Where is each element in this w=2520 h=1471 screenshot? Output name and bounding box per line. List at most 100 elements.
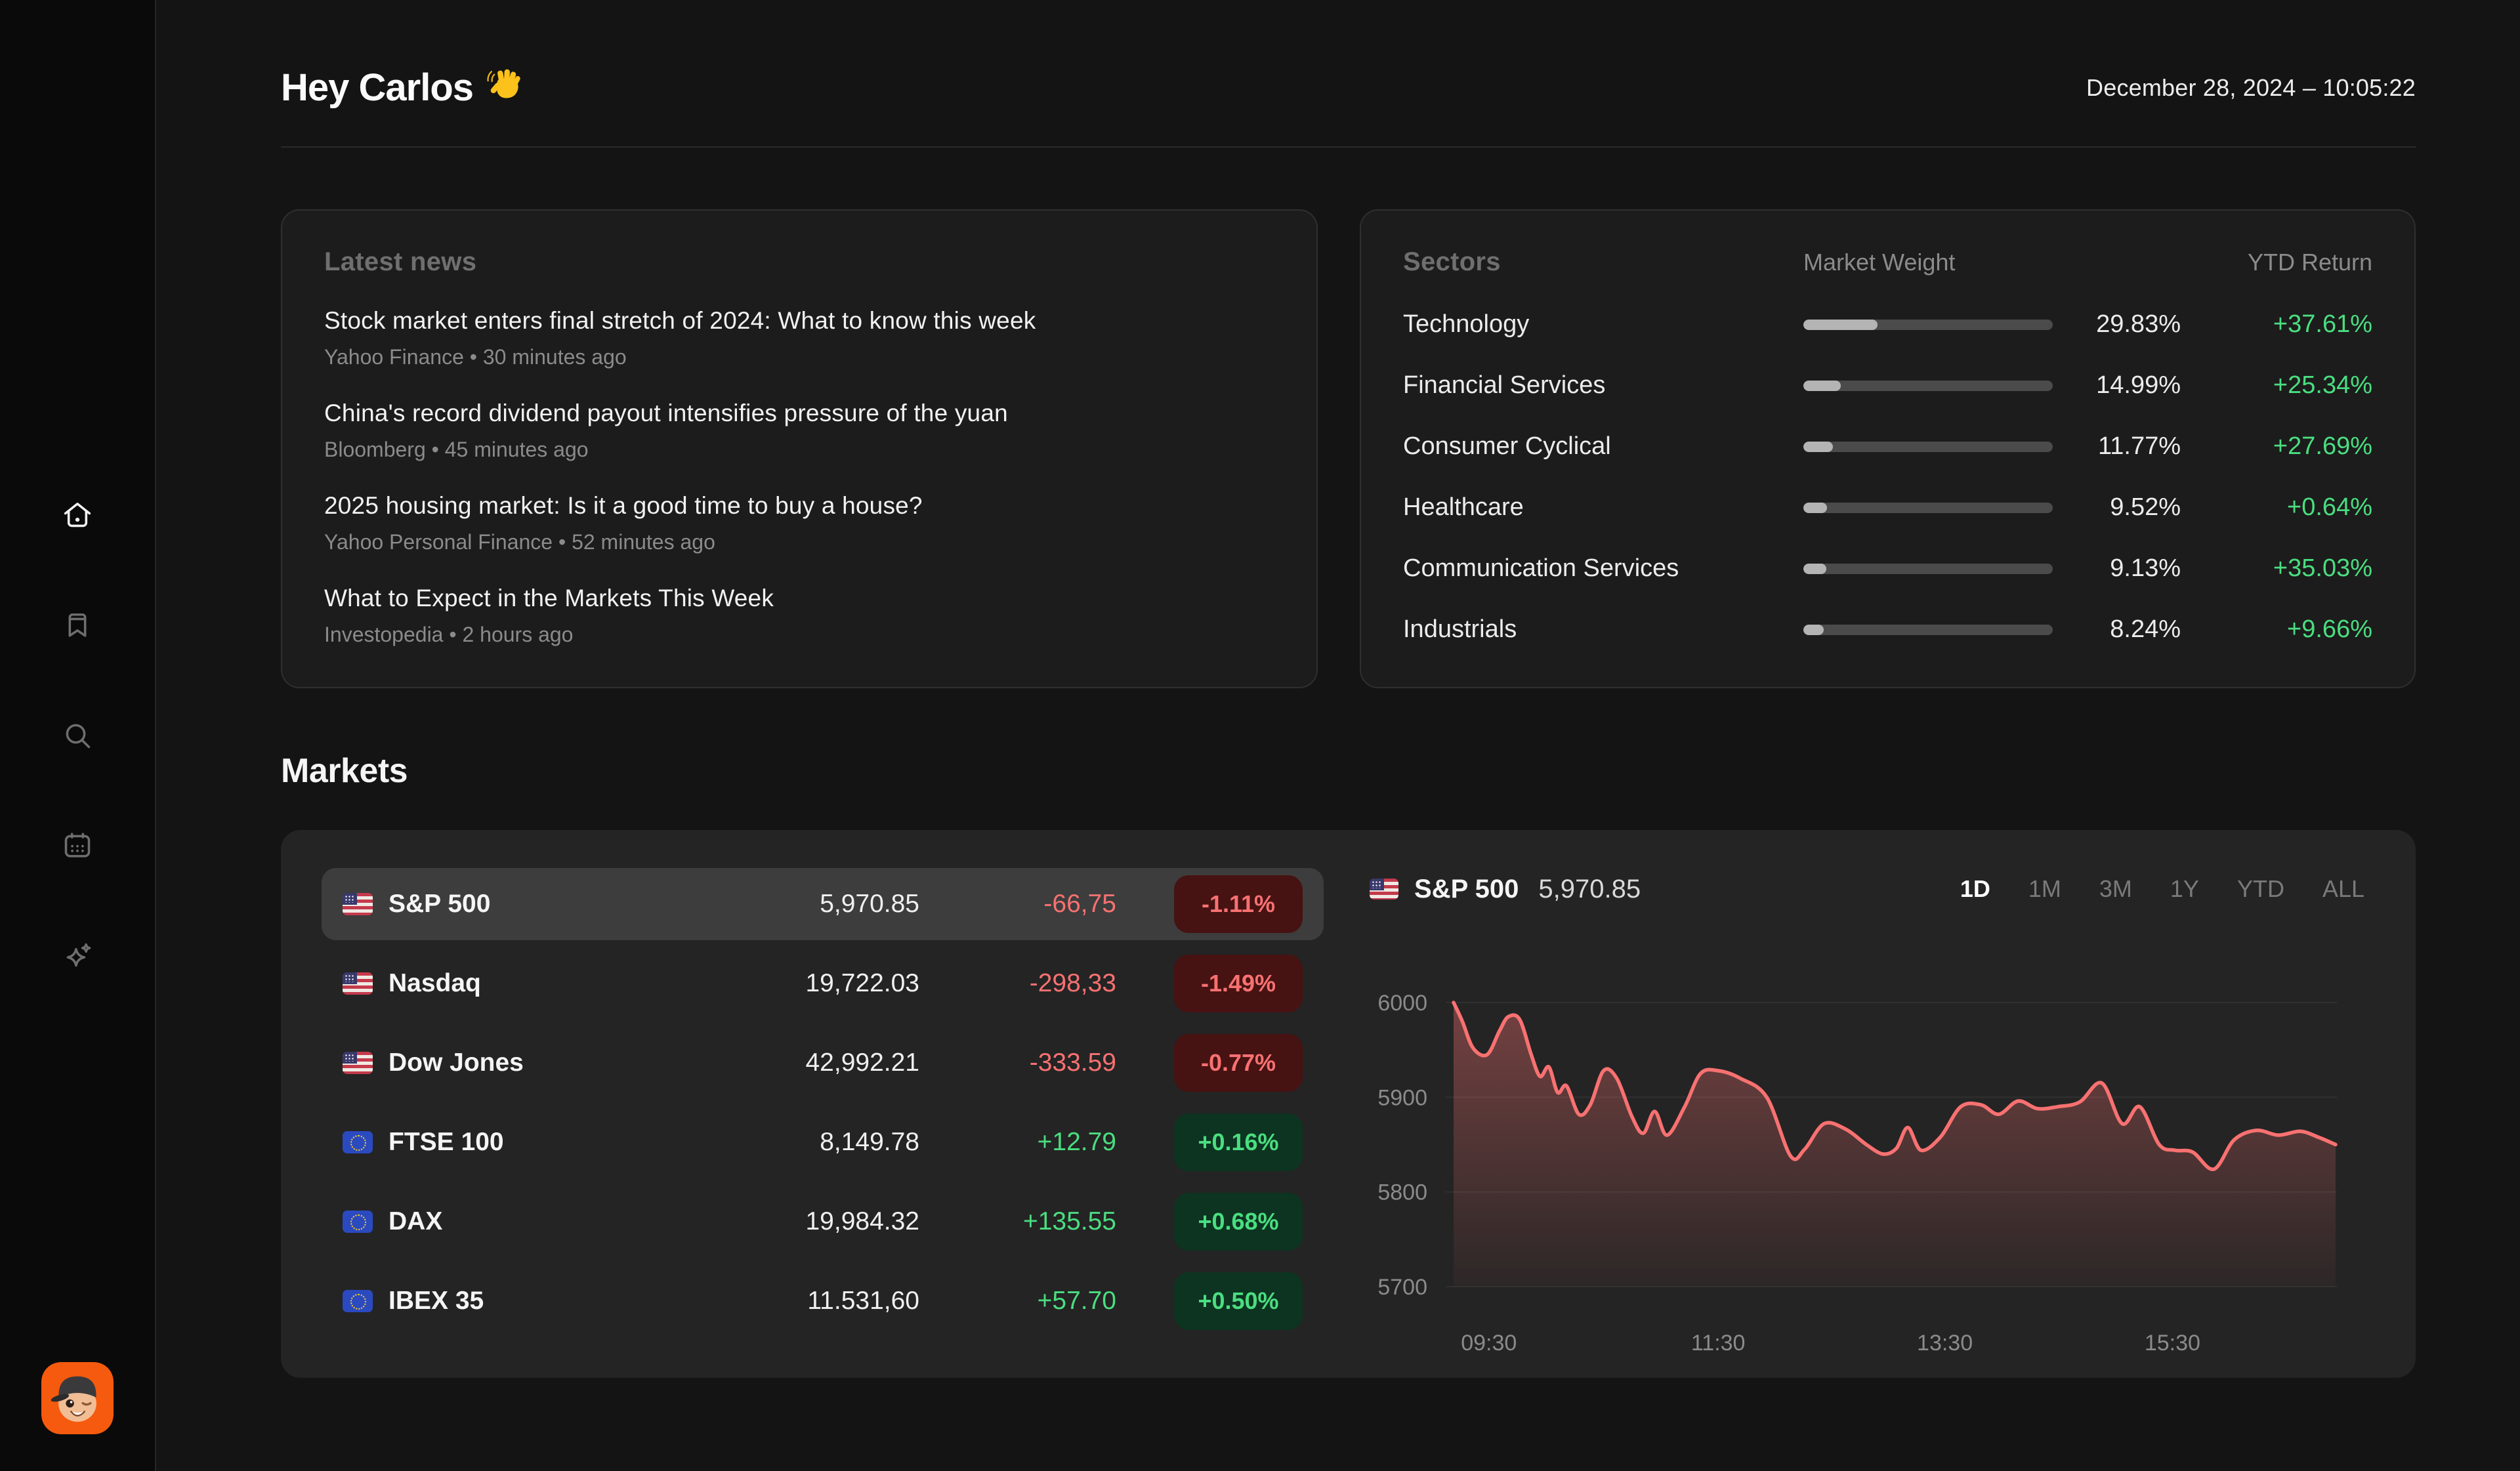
sector-ytd-value: +9.66% (2287, 615, 2372, 643)
timeframe-all[interactable]: ALL (2322, 875, 2364, 902)
us-flag-icon (343, 972, 373, 995)
news-headline: Stock market enters final stretch of 202… (324, 307, 1036, 334)
index-change: +135.55 (1022, 1207, 1116, 1235)
market-weight-bar (1803, 441, 2053, 452)
sidebar-item-home[interactable] (59, 497, 96, 533)
chart-column: S&P 500 5,970.85 1D 1M 3M 1Y YTD ALL 6000 5900… (1360, 830, 2416, 1386)
timeframe-3m[interactable]: 3M (2099, 875, 2132, 902)
x-axis-tick: 13:30 (1917, 1331, 1973, 1356)
index-value: 8,149.78 (820, 1128, 919, 1156)
col-market-weight: Market Weight (1803, 248, 1956, 276)
market-row-nasdaq[interactable]: Nasdaq 19,722.03 -298,33 -1.49% (322, 947, 1324, 1020)
index-change: -298,33 (1029, 969, 1116, 997)
latest-news-card: Latest news Stock market enters final st… (281, 209, 1318, 688)
sector-row: Industrials 8.24% +9.66% (1403, 599, 2372, 660)
sector-weight-value: 11.77% (2097, 432, 2181, 460)
sectors-list: Technology 29.83% +37.61% Financial Service… (1403, 294, 2372, 660)
market-row-ftse-100[interactable]: FTSE 100 8,149.78 +12.79 +0.16% (322, 1106, 1324, 1178)
index-value: 11.531,60 (807, 1287, 919, 1315)
market-weight-bar-fill (1803, 502, 1828, 513)
sp500-area-chart[interactable]: 6000 5900 5800 5700 09:30 11:30 13:30 15:30 (1367, 927, 2364, 1386)
index-change: -333.59 (1029, 1048, 1116, 1077)
news-meta: Bloomberg • 45 minutes ago (324, 438, 589, 461)
sector-row: Communication Services 9.13% +35.03% (1403, 538, 2372, 599)
news-meta: Investopedia • 2 hours ago (324, 623, 574, 646)
sector-name: Technology (1403, 310, 1530, 338)
index-name: DAX (388, 1207, 443, 1235)
index-change-pct-badge: -0.77% (1174, 1034, 1303, 1092)
market-weight-bar-fill (1803, 441, 1833, 452)
market-weight-bar (1803, 380, 2053, 391)
timeframe-1m[interactable]: 1M (2028, 875, 2061, 902)
market-weight-bar-fill (1803, 563, 1826, 574)
user-avatar[interactable] (41, 1362, 114, 1434)
greeting-text: Hey Carlos (281, 66, 474, 109)
sector-row: Financial Services 14.99% +25.34% (1403, 355, 2372, 416)
memoji-avatar-icon (41, 1362, 114, 1434)
sidebar-item-bookmarks[interactable] (59, 607, 96, 644)
us-flag-icon (343, 1052, 373, 1074)
price-chart[interactable]: 6000 5900 5800 5700 09:30 11:30 13:30 15:30 (1367, 927, 2364, 1386)
y-axis-tick: 5800 (1377, 1180, 1427, 1205)
market-row-ibex-35[interactable]: IBEX 35 11.531,60 +57.70 +0.50% (322, 1265, 1324, 1337)
market-row-dow-jones[interactable]: Dow Jones 42,992.21 -333.59 -0.77% (322, 1027, 1324, 1099)
x-axis-tick: 15:30 (2145, 1331, 2200, 1356)
news-item[interactable]: 2025 housing market: Is it a good time t… (324, 492, 1274, 554)
chart-header: S&P 500 5,970.85 1D 1M 3M 1Y YTD ALL (1367, 868, 2364, 910)
eu-flag-icon (343, 1290, 373, 1312)
datetime: December 28, 2024 – 10:05:22 (2086, 73, 2416, 101)
top-cards: Latest news Stock market enters final st… (281, 209, 2416, 688)
search-icon (66, 724, 91, 749)
news-item[interactable]: China's record dividend payout intensifi… (324, 400, 1274, 462)
sectors-header-row: Sectors Market Weight YTD Return (1403, 247, 2372, 277)
sector-name: Communication Services (1403, 554, 1679, 582)
sidebar-item-ai[interactable] (59, 938, 96, 974)
news-headline: China's record dividend payout intensifi… (324, 400, 1008, 426)
index-value: 19,722.03 (805, 969, 919, 997)
index-name: S&P 500 (388, 890, 491, 918)
page-title: Hey Carlos (281, 66, 523, 110)
timeframe-1y[interactable]: 1Y (2170, 875, 2199, 902)
us-flag-icon (1370, 879, 1398, 900)
market-row-s-p-500[interactable]: S&P 500 5,970.85 -66,75 -1.11% (322, 868, 1324, 940)
index-change-pct-badge: +0.50% (1174, 1272, 1303, 1330)
chart-index-name: S&P 500 (1414, 874, 1519, 903)
index-value: 42,992.21 (805, 1048, 919, 1077)
sector-ytd-value: +37.61% (2273, 310, 2372, 338)
timeframe-group: 1D 1M 3M 1Y YTD ALL (1960, 875, 2364, 903)
chart-index-price: 5,970.85 (1538, 874, 1641, 903)
sidebar-nav (59, 497, 96, 974)
markets-table: S&P 500 5,970.85 -66,75 -1.11% Nasdaq 19,722.… (281, 830, 1360, 1386)
news-item[interactable]: What to Expect in the Markets This Week I… (324, 585, 1274, 647)
markets-title: Markets (281, 752, 408, 790)
sector-row: Consumer Cyclical 11.77% +27.69% (1403, 416, 2372, 477)
us-flag-icon (343, 893, 373, 915)
sector-row: Technology 29.83% +37.61% (1403, 294, 2372, 355)
timeframe-1d[interactable]: 1D (1960, 875, 1990, 902)
y-axis-tick: 6000 (1377, 991, 1427, 1016)
timeframe-ytd[interactable]: YTD (2236, 875, 2284, 902)
index-value: 19,984.32 (805, 1207, 919, 1235)
news-headline: 2025 housing market: Is it a good time t… (324, 492, 923, 519)
y-axis-tick: 5700 (1377, 1275, 1427, 1300)
sidebar-item-calendar[interactable] (59, 827, 96, 864)
header-divider (281, 146, 2416, 148)
sparkles-icon (66, 943, 91, 967)
news-item[interactable]: Stock market enters final stretch of 202… (324, 307, 1274, 369)
sector-ytd-value: +25.34% (2273, 371, 2372, 399)
sidebar-item-search[interactable] (59, 717, 96, 754)
news-headline: What to Expect in the Markets This Week (324, 585, 774, 611)
sector-ytd-value: +35.03% (2273, 554, 2372, 582)
sector-weight-value: 29.83% (2096, 310, 2181, 338)
topbar: Hey Carlos December 28, 2024 – 10: (281, 0, 2416, 110)
index-change-pct-badge: +0.16% (1174, 1113, 1303, 1171)
market-row-dax[interactable]: DAX 19,984.32 +135.55 +0.68% (322, 1186, 1324, 1258)
col-ytd-return: YTD Return (2247, 248, 2372, 276)
sector-weight-value: 8.24% (2110, 615, 2181, 643)
home-icon (64, 503, 91, 528)
index-value: 5,970.85 (820, 890, 919, 918)
index-name: IBEX 35 (388, 1287, 484, 1315)
sector-ytd-value: +27.69% (2273, 432, 2372, 460)
index-change-pct-badge: -1.49% (1174, 955, 1303, 1012)
markets-panel: S&P 500 5,970.85 -66,75 -1.11% Nasdaq 19,722.… (281, 830, 2416, 1378)
